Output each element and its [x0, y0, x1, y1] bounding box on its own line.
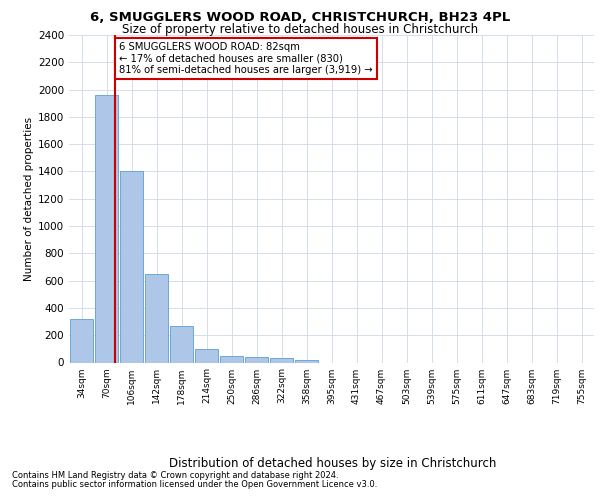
Bar [195, 349, 218, 362]
Bar [95, 95, 118, 362]
Text: Distribution of detached houses by size in Christchurch: Distribution of detached houses by size … [169, 458, 497, 470]
Bar [245, 358, 268, 362]
Bar [220, 356, 243, 362]
Text: 6 SMUGGLERS WOOD ROAD: 82sqm
← 17% of detached houses are smaller (830)
81% of s: 6 SMUGGLERS WOOD ROAD: 82sqm ← 17% of de… [119, 42, 373, 75]
Text: Contains public sector information licensed under the Open Government Licence v3: Contains public sector information licen… [12, 480, 377, 489]
Bar [145, 274, 168, 362]
Text: Size of property relative to detached houses in Christchurch: Size of property relative to detached ho… [122, 22, 478, 36]
Bar [295, 360, 318, 362]
Bar [170, 326, 193, 362]
Text: 6, SMUGGLERS WOOD ROAD, CHRISTCHURCH, BH23 4PL: 6, SMUGGLERS WOOD ROAD, CHRISTCHURCH, BH… [90, 11, 510, 24]
Bar [120, 172, 143, 362]
Bar [270, 358, 293, 362]
Text: Contains HM Land Registry data © Crown copyright and database right 2024.: Contains HM Land Registry data © Crown c… [12, 471, 338, 480]
Y-axis label: Number of detached properties: Number of detached properties [24, 116, 34, 281]
Bar [70, 319, 93, 362]
